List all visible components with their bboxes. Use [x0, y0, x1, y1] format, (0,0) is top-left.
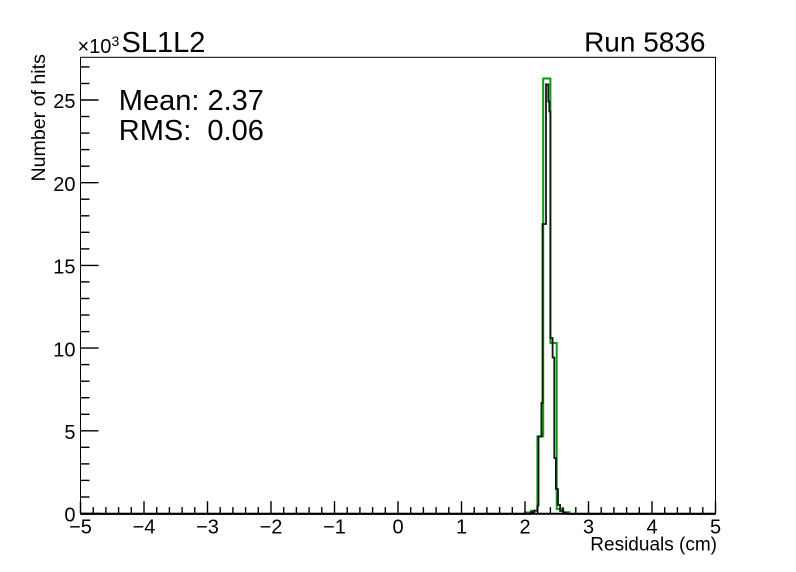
- svg-text:1: 1: [456, 517, 467, 539]
- svg-text:3: 3: [583, 517, 594, 539]
- svg-text:0: 0: [392, 517, 403, 539]
- svg-text:−3: −3: [196, 517, 219, 539]
- svg-text:−2: −2: [260, 517, 283, 539]
- svg-text:−1: −1: [323, 517, 346, 539]
- svg-text:15: 15: [53, 257, 75, 279]
- svg-text:Run 5836: Run 5836: [584, 27, 705, 58]
- svg-text:20: 20: [53, 174, 75, 196]
- svg-text:4: 4: [646, 517, 657, 539]
- svg-text:SL1L2: SL1L2: [122, 27, 206, 59]
- svg-text:Residuals (cm): Residuals (cm): [590, 535, 717, 556]
- svg-text:25: 25: [53, 91, 75, 113]
- svg-text:RMS: 0.06: RMS: 0.06: [119, 115, 264, 147]
- svg-text:0: 0: [64, 505, 75, 527]
- svg-text:10: 10: [53, 339, 75, 361]
- svg-text:−5: −5: [69, 517, 92, 539]
- svg-text:5: 5: [710, 517, 721, 539]
- svg-text:Mean: 2.37: Mean: 2.37: [119, 85, 264, 117]
- svg-text:−4: −4: [133, 517, 156, 539]
- svg-text:Number of hits: Number of hits: [28, 54, 50, 182]
- svg-text:5: 5: [64, 422, 75, 444]
- svg-text:2: 2: [519, 517, 530, 539]
